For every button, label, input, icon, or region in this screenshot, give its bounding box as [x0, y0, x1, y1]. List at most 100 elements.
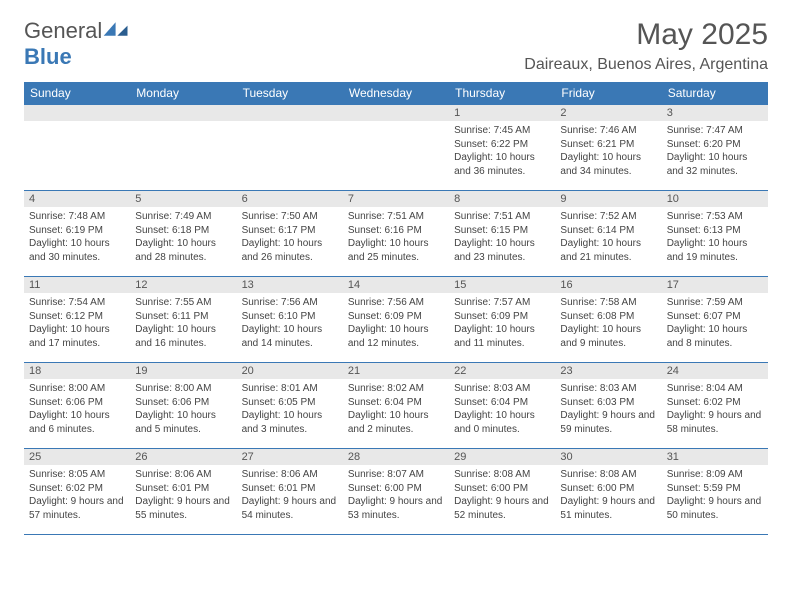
weekday-header: Sunday — [24, 82, 130, 105]
day-number: 17 — [662, 277, 768, 293]
sunset-text: Sunset: 6:05 PM — [242, 396, 338, 410]
day-number: 4 — [24, 191, 130, 207]
day-details: Sunrise: 8:06 AMSunset: 6:01 PMDaylight:… — [237, 465, 343, 525]
day-number — [237, 105, 343, 121]
sunrise-text: Sunrise: 7:50 AM — [242, 210, 338, 224]
calendar-body: 1Sunrise: 7:45 AMSunset: 6:22 PMDaylight… — [24, 105, 768, 535]
sunrise-text: Sunrise: 7:57 AM — [454, 296, 550, 310]
sunset-text: Sunset: 5:59 PM — [667, 482, 763, 496]
sunset-text: Sunset: 6:11 PM — [135, 310, 231, 324]
sunset-text: Sunset: 6:00 PM — [454, 482, 550, 496]
calendar-day-cell: 13Sunrise: 7:56 AMSunset: 6:10 PMDayligh… — [237, 277, 343, 363]
daylight-text: Daylight: 10 hours and 32 minutes. — [667, 151, 763, 178]
day-number: 14 — [343, 277, 449, 293]
calendar-week-row: 4Sunrise: 7:48 AMSunset: 6:19 PMDaylight… — [24, 191, 768, 277]
day-number: 7 — [343, 191, 449, 207]
weekday-header: Saturday — [662, 82, 768, 105]
sunset-text: Sunset: 6:19 PM — [29, 224, 125, 238]
day-number: 1 — [449, 105, 555, 121]
sunrise-text: Sunrise: 7:46 AM — [560, 124, 656, 138]
sunrise-text: Sunrise: 7:51 AM — [348, 210, 444, 224]
day-number: 31 — [662, 449, 768, 465]
sunset-text: Sunset: 6:07 PM — [667, 310, 763, 324]
brand-name-b: Blue — [24, 44, 72, 69]
daylight-text: Daylight: 10 hours and 12 minutes. — [348, 323, 444, 350]
sunrise-text: Sunrise: 8:00 AM — [135, 382, 231, 396]
calendar-day-cell: 28Sunrise: 8:07 AMSunset: 6:00 PMDayligh… — [343, 449, 449, 535]
sail-icon — [102, 20, 136, 38]
day-number: 18 — [24, 363, 130, 379]
weekday-header: Monday — [130, 82, 236, 105]
sunrise-text: Sunrise: 7:56 AM — [242, 296, 338, 310]
day-details: Sunrise: 8:05 AMSunset: 6:02 PMDaylight:… — [24, 465, 130, 525]
day-number: 11 — [24, 277, 130, 293]
sunset-text: Sunset: 6:09 PM — [348, 310, 444, 324]
day-number: 16 — [555, 277, 661, 293]
calendar-empty-cell — [130, 105, 236, 191]
brand-name-a: General — [24, 18, 102, 43]
calendar-day-cell: 7Sunrise: 7:51 AMSunset: 6:16 PMDaylight… — [343, 191, 449, 277]
day-number — [130, 105, 236, 121]
daylight-text: Daylight: 10 hours and 26 minutes. — [242, 237, 338, 264]
daylight-text: Daylight: 10 hours and 9 minutes. — [560, 323, 656, 350]
day-number: 22 — [449, 363, 555, 379]
day-details: Sunrise: 7:47 AMSunset: 6:20 PMDaylight:… — [662, 121, 768, 181]
calendar-day-cell: 4Sunrise: 7:48 AMSunset: 6:19 PMDaylight… — [24, 191, 130, 277]
calendar-day-cell: 24Sunrise: 8:04 AMSunset: 6:02 PMDayligh… — [662, 363, 768, 449]
day-details: Sunrise: 7:48 AMSunset: 6:19 PMDaylight:… — [24, 207, 130, 267]
day-number: 25 — [24, 449, 130, 465]
day-details: Sunrise: 8:08 AMSunset: 6:00 PMDaylight:… — [449, 465, 555, 525]
day-details: Sunrise: 7:51 AMSunset: 6:16 PMDaylight:… — [343, 207, 449, 267]
day-details: Sunrise: 8:06 AMSunset: 6:01 PMDaylight:… — [130, 465, 236, 525]
calendar-week-row: 11Sunrise: 7:54 AMSunset: 6:12 PMDayligh… — [24, 277, 768, 363]
weekday-header: Wednesday — [343, 82, 449, 105]
day-number: 20 — [237, 363, 343, 379]
sunrise-text: Sunrise: 8:07 AM — [348, 468, 444, 482]
sunset-text: Sunset: 6:12 PM — [29, 310, 125, 324]
day-number — [343, 105, 449, 121]
day-details: Sunrise: 7:51 AMSunset: 6:15 PMDaylight:… — [449, 207, 555, 267]
sunrise-text: Sunrise: 7:58 AM — [560, 296, 656, 310]
calendar-day-cell: 30Sunrise: 8:08 AMSunset: 6:00 PMDayligh… — [555, 449, 661, 535]
calendar-table: SundayMondayTuesdayWednesdayThursdayFrid… — [24, 82, 768, 535]
calendar-day-cell: 23Sunrise: 8:03 AMSunset: 6:03 PMDayligh… — [555, 363, 661, 449]
day-number: 12 — [130, 277, 236, 293]
daylight-text: Daylight: 10 hours and 19 minutes. — [667, 237, 763, 264]
month-title: May 2025 — [524, 18, 768, 52]
daylight-text: Daylight: 10 hours and 0 minutes. — [454, 409, 550, 436]
weekday-header: Friday — [555, 82, 661, 105]
day-details: Sunrise: 8:03 AMSunset: 6:04 PMDaylight:… — [449, 379, 555, 439]
header: General Blue May 2025 Daireaux, Buenos A… — [24, 18, 768, 74]
brand-name: General Blue — [24, 18, 136, 70]
day-number: 28 — [343, 449, 449, 465]
calendar-day-cell: 11Sunrise: 7:54 AMSunset: 6:12 PMDayligh… — [24, 277, 130, 363]
day-number: 29 — [449, 449, 555, 465]
day-number: 26 — [130, 449, 236, 465]
sunset-text: Sunset: 6:01 PM — [242, 482, 338, 496]
sunrise-text: Sunrise: 7:55 AM — [135, 296, 231, 310]
day-number — [24, 105, 130, 121]
day-details: Sunrise: 7:50 AMSunset: 6:17 PMDaylight:… — [237, 207, 343, 267]
calendar-day-cell: 31Sunrise: 8:09 AMSunset: 5:59 PMDayligh… — [662, 449, 768, 535]
sunset-text: Sunset: 6:08 PM — [560, 310, 656, 324]
sunrise-text: Sunrise: 7:47 AM — [667, 124, 763, 138]
calendar-week-row: 1Sunrise: 7:45 AMSunset: 6:22 PMDaylight… — [24, 105, 768, 191]
calendar-day-cell: 25Sunrise: 8:05 AMSunset: 6:02 PMDayligh… — [24, 449, 130, 535]
daylight-text: Daylight: 10 hours and 11 minutes. — [454, 323, 550, 350]
sunset-text: Sunset: 6:00 PM — [348, 482, 444, 496]
day-details: Sunrise: 7:46 AMSunset: 6:21 PMDaylight:… — [555, 121, 661, 181]
daylight-text: Daylight: 10 hours and 25 minutes. — [348, 237, 444, 264]
daylight-text: Daylight: 10 hours and 5 minutes. — [135, 409, 231, 436]
weekday-header: Tuesday — [237, 82, 343, 105]
day-number: 8 — [449, 191, 555, 207]
sunset-text: Sunset: 6:15 PM — [454, 224, 550, 238]
sunrise-text: Sunrise: 8:08 AM — [560, 468, 656, 482]
calendar-empty-cell — [237, 105, 343, 191]
sunrise-text: Sunrise: 8:03 AM — [454, 382, 550, 396]
sunset-text: Sunset: 6:02 PM — [667, 396, 763, 410]
sunrise-text: Sunrise: 7:52 AM — [560, 210, 656, 224]
day-details: Sunrise: 7:57 AMSunset: 6:09 PMDaylight:… — [449, 293, 555, 353]
sunrise-text: Sunrise: 8:08 AM — [454, 468, 550, 482]
calendar-day-cell: 10Sunrise: 7:53 AMSunset: 6:13 PMDayligh… — [662, 191, 768, 277]
sunrise-text: Sunrise: 7:53 AM — [667, 210, 763, 224]
